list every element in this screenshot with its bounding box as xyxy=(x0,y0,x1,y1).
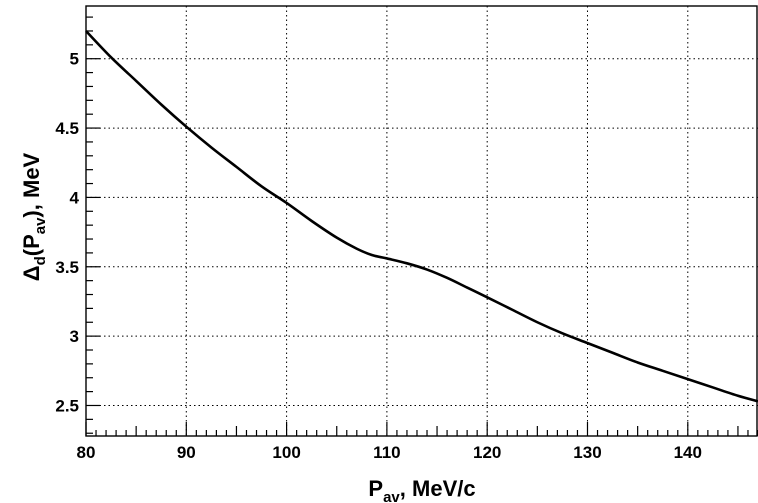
x-tick-label-90: 90 xyxy=(177,443,196,462)
grid-lines xyxy=(86,6,758,436)
x-tick-label-100: 100 xyxy=(272,443,300,462)
series-line xyxy=(85,30,758,403)
x-tick-label-120: 120 xyxy=(473,443,501,462)
axis-ticks xyxy=(85,16,758,436)
y-axis-title: Δd(Pav), MeV xyxy=(19,152,49,281)
x-tick-label-110: 110 xyxy=(373,443,400,462)
x-axis-title: Pav, MeV/c xyxy=(368,476,475,503)
y-tick-label-2.5: 2.5 xyxy=(55,396,79,415)
x-tick-labels: 80 90 100 110 120 130 140 xyxy=(77,443,702,462)
y-tick-label-3.5: 3.5 xyxy=(55,258,79,277)
y-tick-label-4.5: 4.5 xyxy=(55,119,79,138)
y-tick-label-3: 3 xyxy=(70,327,79,346)
y-tick-label-5: 5 xyxy=(70,50,79,69)
y-tick-label-4: 4 xyxy=(70,188,80,207)
x-tick-label-130: 130 xyxy=(573,443,601,462)
x-tick-label-140: 140 xyxy=(674,443,702,462)
plot-frame xyxy=(85,5,758,437)
y-tick-labels: 2.5 3 3.5 4 4.5 5 xyxy=(55,50,79,416)
x-tick-label-80: 80 xyxy=(77,443,96,462)
